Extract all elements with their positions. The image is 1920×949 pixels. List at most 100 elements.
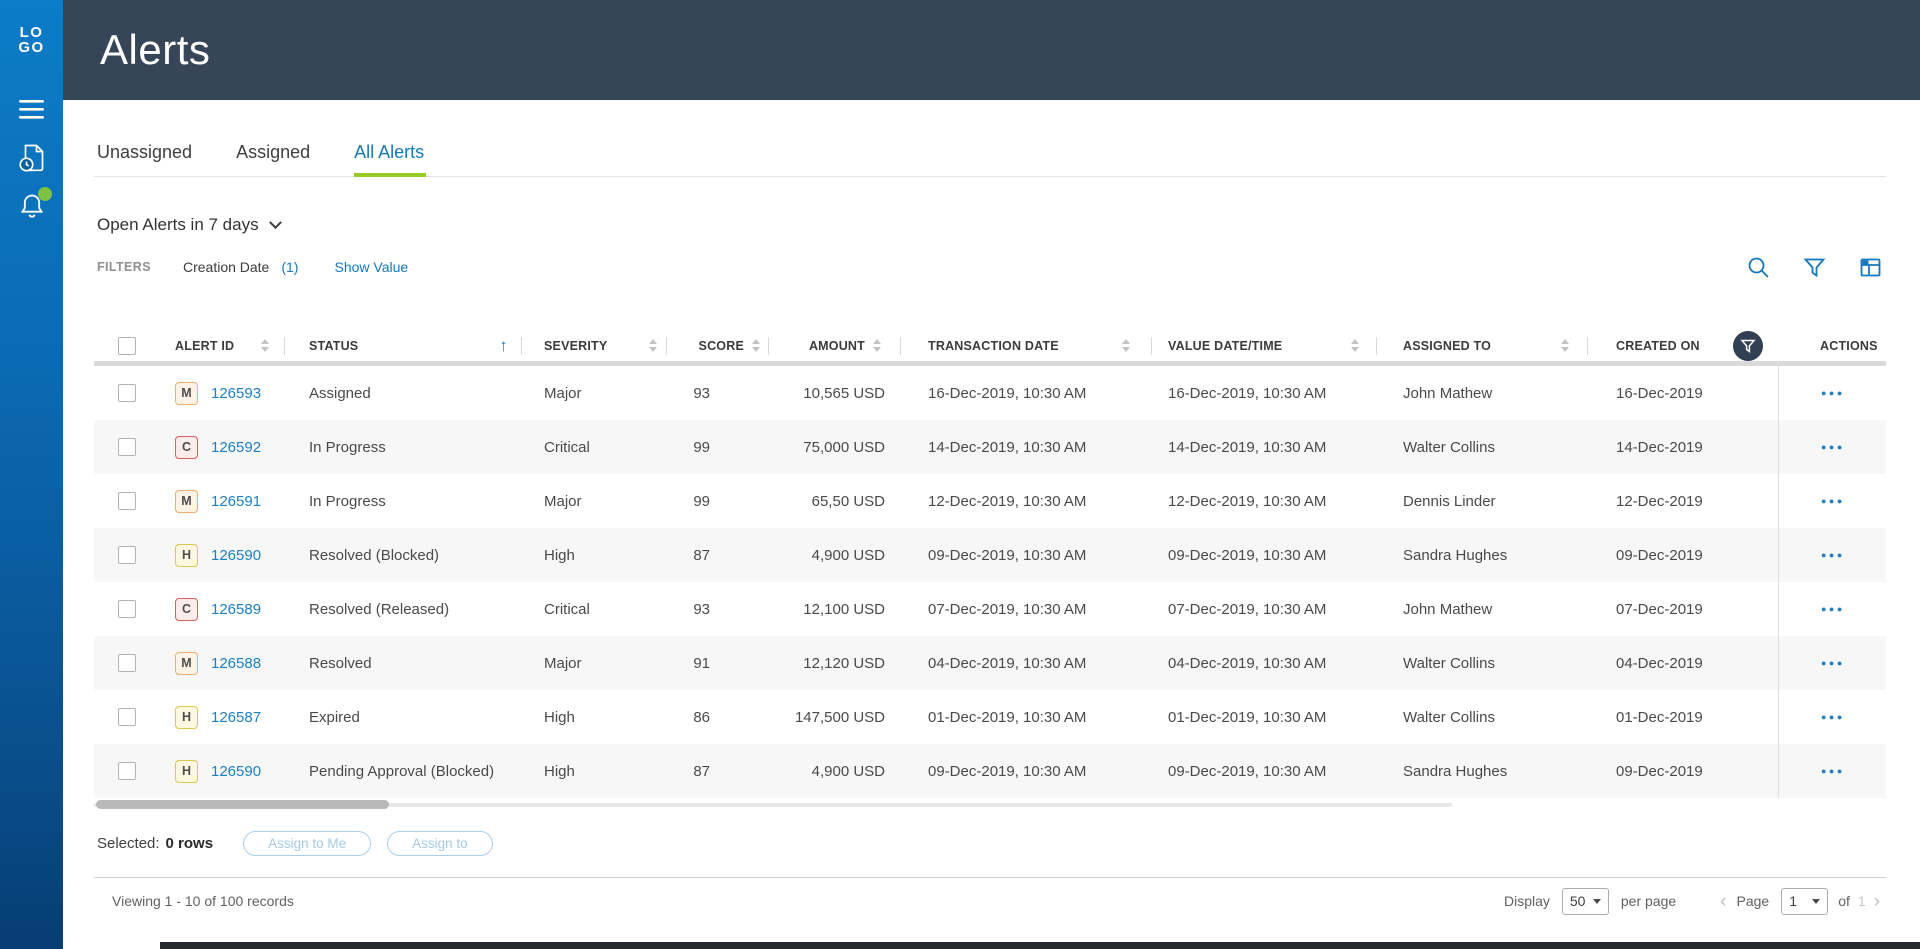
actions-cell: ●●●: [1778, 366, 1886, 420]
sort-icon[interactable]: [1122, 339, 1130, 352]
alert-id-link[interactable]: 126588: [211, 654, 262, 672]
row-checkbox[interactable]: [118, 384, 136, 402]
column-filter-badge[interactable]: [1733, 330, 1763, 361]
prev-page-button[interactable]: ‹: [1720, 890, 1727, 912]
scrollbar-thumb[interactable]: [96, 800, 389, 809]
score-cell: 87: [693, 762, 710, 780]
scrollbar-track[interactable]: [94, 803, 1452, 807]
row-actions-button[interactable]: ●●●: [1821, 550, 1845, 560]
table-row: M 126591 In Progress Major 99 65,50 USD 12-Dec…: [94, 474, 1886, 528]
column-label: AMOUNT: [808, 338, 865, 353]
row-actions-button[interactable]: ●●●: [1821, 388, 1845, 398]
caret-down-icon: [1592, 898, 1601, 904]
show-value-link[interactable]: Show Value: [334, 259, 409, 275]
severity-cell: Major: [544, 492, 582, 510]
row-actions-button[interactable]: ●●●: [1821, 604, 1845, 614]
column-header-assigned-to[interactable]: ASSIGNED TO: [1377, 330, 1588, 361]
alert-id-link[interactable]: 126590: [211, 762, 262, 780]
row-actions-button[interactable]: ●●●: [1821, 766, 1845, 776]
sort-down-arrow: [1561, 347, 1569, 352]
score-cell: 87: [693, 546, 710, 564]
status-cell: Expired: [309, 708, 360, 726]
app-logo[interactable]: LO GO: [0, 25, 63, 55]
sidebar-item-documents[interactable]: [0, 143, 63, 178]
tab-assigned[interactable]: Assigned: [236, 142, 311, 162]
severity-badge: M: [175, 489, 198, 513]
status-cell: Resolved (Released): [309, 600, 450, 618]
assign-to-button[interactable]: Assign to: [387, 830, 493, 856]
filter-chip-creation-date[interactable]: Creation Date: [182, 259, 270, 275]
sort-up-arrow: [1561, 339, 1569, 344]
menu-button[interactable]: [0, 100, 63, 124]
tab-unassigned[interactable]: Unassigned: [97, 142, 193, 162]
table-columns-icon[interactable]: [1859, 256, 1882, 279]
view-preset-dropdown[interactable]: Open Alerts in 7 days: [97, 213, 1886, 237]
sort-icon[interactable]: [261, 339, 269, 352]
row-actions-button[interactable]: ●●●: [1821, 712, 1845, 722]
page-number-select[interactable]: 1: [1781, 887, 1829, 915]
row-actions-button[interactable]: ●●●: [1821, 442, 1845, 452]
row-checkbox[interactable]: [118, 492, 136, 510]
assigned-to-cell: Walter Collins: [1403, 654, 1495, 672]
column-header-transaction-date[interactable]: TRANSACTION DATE: [901, 330, 1152, 361]
select-all-checkbox[interactable]: [118, 336, 136, 355]
sort-icon[interactable]: [649, 339, 657, 352]
sort-icon[interactable]: [1561, 339, 1569, 352]
sidebar-item-notifications[interactable]: [0, 187, 63, 226]
column-header-created-on[interactable]: CREATED ON: [1588, 330, 1778, 361]
column-header-value-date-time[interactable]: VALUE DATE/TIME: [1152, 330, 1377, 361]
row-checkbox[interactable]: [118, 708, 136, 726]
notification-badge: [37, 187, 52, 201]
alert-id-link[interactable]: 126593: [211, 384, 262, 402]
caret-down-icon: [1812, 898, 1821, 904]
row-checkbox[interactable]: [118, 762, 136, 780]
assign-to-me-button[interactable]: Assign to Me: [243, 830, 372, 856]
row-checkbox[interactable]: [118, 600, 136, 618]
search-icon[interactable]: [1747, 256, 1770, 279]
row-actions-button[interactable]: ●●●: [1821, 496, 1845, 506]
row-checkbox-cell: [94, 582, 160, 636]
logo-line-1: LO: [19, 24, 44, 41]
column-header-status[interactable]: STATUS ↑: [285, 330, 522, 361]
row-actions-button[interactable]: ●●●: [1821, 658, 1845, 668]
sort-down-arrow: [649, 347, 657, 352]
viewing-records-text: Viewing 1 - 10 of 100 records: [112, 893, 294, 909]
sort-up-arrow: [873, 339, 881, 344]
column-header-actions: ACTIONS: [1778, 330, 1886, 361]
page-size-select[interactable]: 50: [1561, 887, 1609, 915]
column-header-amount[interactable]: AMOUNT: [769, 330, 901, 361]
alert-id-cell: H 126590: [160, 528, 285, 582]
row-checkbox[interactable]: [118, 546, 136, 564]
tab-all-alerts[interactable]: All Alerts: [354, 142, 427, 177]
alert-id-link[interactable]: 126591: [211, 492, 262, 510]
actions-cell: ●●●: [1778, 636, 1886, 690]
table-row: H 126590 Pending Approval (Blocked) High 87 4…: [94, 744, 1886, 798]
row-checkbox-cell: [94, 474, 160, 528]
alert-id-link[interactable]: 126587: [211, 708, 262, 726]
created-on-cell: 12-Dec-2019: [1616, 492, 1703, 510]
assigned-to-cell: Walter Collins: [1403, 708, 1495, 726]
alert-id-link[interactable]: 126590: [211, 546, 262, 564]
funnel-icon[interactable]: [1803, 256, 1826, 279]
row-checkbox[interactable]: [118, 438, 136, 456]
column-header-score[interactable]: SCORE: [667, 330, 769, 361]
severity-badge: H: [175, 705, 198, 729]
severity-badge: M: [175, 651, 198, 675]
sort-icon[interactable]: [1351, 339, 1359, 352]
severity-cell: High: [544, 708, 575, 726]
filter-count[interactable]: (1): [281, 259, 299, 275]
pager-controls: Display 50 per page ‹ Page 1 of 1 ›: [1504, 887, 1886, 915]
column-header-alert-id[interactable]: ALERT ID: [160, 330, 285, 361]
sort-icon[interactable]: [752, 339, 760, 352]
sort-icon[interactable]: [873, 339, 881, 352]
amount-cell: 4,900 USD: [811, 762, 885, 780]
alert-id-link[interactable]: 126592: [211, 438, 262, 456]
hamburger-icon: [19, 100, 44, 124]
row-checkbox[interactable]: [118, 654, 136, 672]
next-page-button[interactable]: ›: [1873, 890, 1880, 912]
sort-ascending-icon[interactable]: ↑: [499, 336, 508, 355]
column-header-severity[interactable]: SEVERITY: [522, 330, 667, 361]
actions-cell: ●●●: [1778, 528, 1886, 582]
severity-badge: C: [175, 435, 198, 459]
alert-id-link[interactable]: 126589: [211, 600, 262, 618]
